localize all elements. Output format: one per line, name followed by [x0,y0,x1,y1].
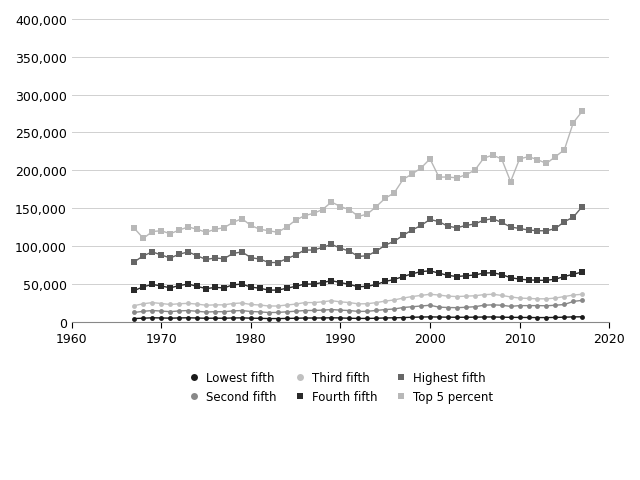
Lowest fifth [131,316,138,322]
Second fifth [265,310,273,316]
Legend: Lowest fifth, Second fifth, Third fifth, Fourth fifth, Highest fifth, Top 5 perc: Lowest fifth, Second fifth, Third fifth,… [184,367,497,408]
Fourth fifth [426,268,434,274]
Third fifth [471,293,479,299]
Fourth fifth [570,272,577,277]
Highest fifth [229,251,237,257]
Highest fifth [435,219,443,225]
Highest fifth [131,259,138,265]
Top 5 percent [238,216,246,222]
Second fifth [274,310,282,316]
Third fifth [274,303,282,309]
Highest fifth [462,223,470,229]
Second fifth [570,299,577,305]
Top 5 percent [140,236,147,242]
Fourth fifth [131,288,138,294]
Highest fifth [265,260,273,266]
Second fifth [579,298,586,303]
Lowest fifth [453,315,461,321]
Fourth fifth [435,271,443,276]
Lowest fifth [229,315,237,321]
Third fifth [131,303,138,309]
Second fifth [283,309,291,315]
Top 5 percent [462,172,470,178]
Line: Highest fifth: Highest fifth [132,204,585,265]
Lowest fifth [570,314,577,320]
Top 5 percent [283,225,291,230]
Line: Second fifth: Second fifth [132,298,585,315]
Fourth fifth [274,288,282,293]
Lowest fifth [274,316,282,322]
Second fifth [229,308,237,314]
Top 5 percent [435,175,443,180]
Highest fifth [579,204,586,210]
Lowest fifth [265,316,273,322]
Third fifth [444,294,452,300]
Third fifth [265,303,273,309]
Third fifth [426,292,434,298]
Line: Third fifth: Third fifth [132,292,585,309]
Second fifth [435,305,443,311]
Fourth fifth [462,273,470,279]
Fourth fifth [229,282,237,288]
Highest fifth [570,215,577,221]
Fourth fifth [579,269,586,275]
Third fifth [579,292,586,298]
Top 5 percent [131,226,138,232]
Highest fifth [283,256,291,262]
Line: Fourth fifth: Fourth fifth [132,269,585,294]
Third fifth [570,292,577,298]
Lowest fifth [579,314,586,320]
Top 5 percent [274,230,282,236]
Third fifth [283,302,291,308]
Second fifth [131,310,138,316]
Lowest fifth [426,314,434,320]
Third fifth [229,301,237,307]
Highest fifth [274,260,282,266]
Top 5 percent [570,120,577,126]
Line: Lowest fifth: Lowest fifth [132,315,585,321]
Fourth fifth [265,288,273,293]
Top 5 percent [579,109,586,115]
Line: Top 5 percent: Top 5 percent [132,109,585,241]
Second fifth [462,305,470,311]
